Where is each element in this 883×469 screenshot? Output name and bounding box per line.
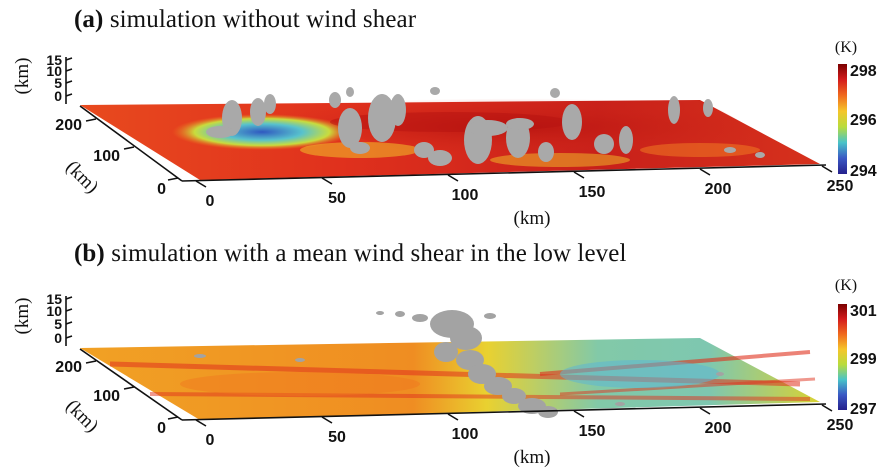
panel-a-label: (a) — [74, 6, 104, 33]
panel-a-surface — [80, 87, 820, 180]
panel-b-z-tick-0: 0 — [54, 330, 62, 346]
panel-b-z-label: (km) — [12, 298, 33, 335]
panel-a-z-axis: 15 10 5 0 (km) — [12, 52, 73, 104]
panel-a-z-tick-15: 15 — [46, 52, 62, 68]
panel-b-colorbar-unit: (K) — [835, 277, 857, 294]
panel-b-surface — [80, 310, 820, 420]
panel-a-colorbar-unit: (K) — [835, 39, 857, 56]
panel-b-x-tick-150: 150 — [579, 423, 606, 440]
panel-b-y-axis: 200 100 0 (km) — [55, 348, 183, 437]
panel-a-x-label: (km) — [514, 208, 551, 229]
panel-a-x-tick-250: 250 — [827, 178, 854, 195]
panel-b-colorbar-bar — [838, 304, 847, 410]
panel-b-x-tick-250: 250 — [827, 417, 854, 434]
panel-a-colorbar-mid: 296 — [850, 112, 877, 129]
panel-b-x-tick-0: 0 — [206, 432, 215, 449]
panel-b-x-tick-50: 50 — [328, 429, 346, 446]
panel-a-x-tick-50: 50 — [328, 190, 346, 207]
panel-a-y-tick-100: 100 — [93, 148, 120, 165]
panel-b-colorbar: (K) 301 299 297 — [835, 277, 877, 418]
panel-a-x-tick-0: 0 — [206, 193, 215, 210]
panel-b-y-tick-100: 100 — [93, 388, 120, 405]
panel-a-x-axis: 0 50 100 150 200 250 (km) — [181, 164, 854, 229]
panel-b-label: (b) — [74, 240, 105, 267]
panel-b-clouds — [194, 310, 724, 418]
panel-b-y-tick-200: 200 — [55, 359, 82, 376]
panel-a-colorbar-min: 294 — [850, 163, 877, 180]
panel-b-title-text: simulation with a mean wind shear in the… — [111, 240, 627, 267]
panel-b: (b) simulation with a mean wind shear in… — [0, 234, 883, 469]
panel-b-x-axis: 0 50 100 150 200 250 (km) — [181, 403, 854, 468]
panel-a-y-tick-200: 200 — [55, 117, 82, 134]
panel-a-colorbar: (K) 298 296 294 — [835, 39, 877, 180]
panel-b-colorbar-mid: 299 — [850, 351, 877, 368]
panel-a-x-tick-200: 200 — [705, 181, 732, 198]
panel-b-colorbar-max: 301 — [850, 303, 877, 320]
panel-a-clouds — [206, 87, 765, 166]
panel-b-x-label: (km) — [514, 447, 551, 468]
panel-a-z-tick-5: 5 — [54, 75, 62, 91]
panel-a-plot: 15 10 5 0 (km) — [12, 39, 877, 229]
panel-a-x-tick-150: 150 — [579, 184, 606, 201]
panel-a-title-text: simulation without wind shear — [109, 6, 417, 33]
panel-a-colorbar-bar — [838, 64, 847, 174]
panel-a-z-label: (km) — [12, 58, 33, 95]
panel-b-colorbar-min: 297 — [850, 401, 877, 418]
panel-a-x-tick-100: 100 — [452, 187, 479, 204]
panel-a: (a) simulation without wind shear — [0, 0, 883, 232]
panel-a-z-tick-0: 0 — [54, 88, 62, 104]
panel-b-z-tick-15: 15 — [46, 291, 62, 307]
panel-b-x-tick-200: 200 — [705, 420, 732, 437]
panel-b-plot: 15 10 5 0 (km) — [12, 277, 877, 468]
panel-b-x-tick-100: 100 — [452, 426, 479, 443]
panel-b-z-axis: 15 10 5 0 (km) — [12, 291, 73, 346]
panel-a-z-tick-10: 10 — [46, 63, 62, 79]
panel-a-colorbar-max: 298 — [850, 63, 877, 80]
panel-b-z-tick-5: 5 — [54, 316, 62, 332]
panel-a-y-tick-0: 0 — [157, 181, 166, 198]
panel-a-title: (a) simulation without wind shear — [74, 6, 416, 34]
panel-b-title: (b) simulation with a mean wind shear in… — [74, 240, 627, 268]
panel-b-z-tick-10: 10 — [46, 303, 62, 319]
panel-b-y-tick-0: 0 — [157, 420, 166, 437]
